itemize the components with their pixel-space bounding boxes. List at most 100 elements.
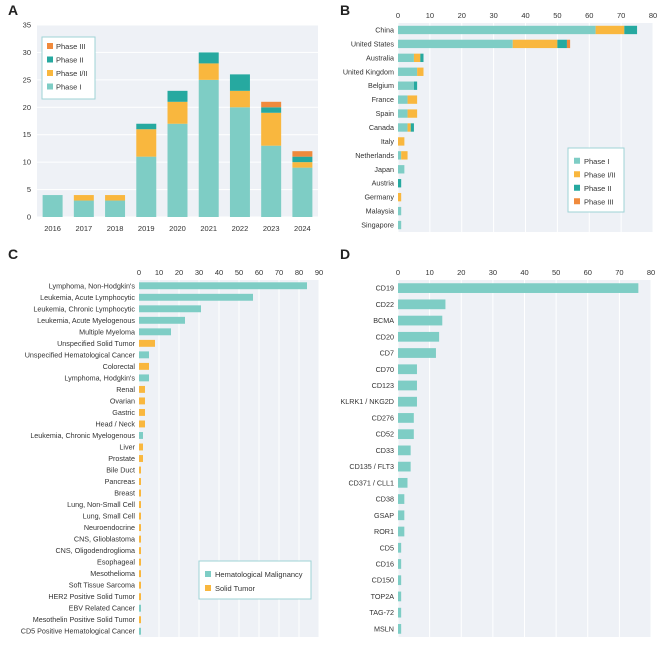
panel-a-bar-2019-phase-i-ii xyxy=(136,129,157,157)
panel-d-category-label: CD16 xyxy=(376,559,394,568)
panel-c-letter: C xyxy=(8,246,18,262)
panel-a-bar-2024-phase-ii xyxy=(292,156,313,163)
panel-c-bar-renal xyxy=(139,385,145,393)
panel-c-category-label: Colorectal xyxy=(103,362,136,371)
panel-c-bar-cd5-positive-hematological-cancer xyxy=(139,627,141,635)
panel-c-category-label: Mesothelioma xyxy=(90,569,135,578)
panel-b-bar-germany-phase-i-ii xyxy=(398,192,402,202)
panel-a-bar-2020-phase-ii xyxy=(167,90,188,102)
panel-c-category-label: Head / Neck xyxy=(95,419,135,428)
panel-b-bar-australia-phase-ii xyxy=(420,53,424,63)
panel-b-bar-france-phase-i-ii xyxy=(407,95,418,104)
panel-c-legend-label: Solid Tumor xyxy=(215,584,256,593)
panel-a-bar-2023-phase-iii xyxy=(261,101,282,108)
panel-b-bar-belgium-phase-i xyxy=(398,81,414,90)
panel-a-legend-swatch-phase-i xyxy=(47,83,53,90)
panel-c-legend xyxy=(198,560,312,600)
panel-c-category-label: Liver xyxy=(119,442,135,451)
panel-c-bar-lymphoma-non-hodgkin-s xyxy=(139,282,307,290)
panel-b-category-label: Malaysia xyxy=(366,207,394,216)
panel-c-bar-unspecified-solid-tumor xyxy=(139,339,155,347)
panel-a-x-tick: 2024 xyxy=(294,224,311,233)
panel-b-x-tick: 10 xyxy=(426,11,434,20)
panel-a-bar-2018-phase-i xyxy=(105,200,126,217)
panel-d-x-tick: 80 xyxy=(647,268,655,277)
panel-c-category-label: Esophageal xyxy=(97,558,135,567)
panel-c-category-label: Leukemia, Acute Myelogenous xyxy=(37,316,135,325)
panel-d-bar-ror1 xyxy=(398,526,405,537)
panel-a-x-tick: 2019 xyxy=(138,224,155,233)
panel-a-bar-2024-phase-iii xyxy=(292,151,313,157)
panel-a-y-tick: 25 xyxy=(23,75,31,84)
panel-a-y-tick: 5 xyxy=(27,185,31,194)
panel-b-x-tick: 50 xyxy=(553,11,561,20)
panel-d-category-label: KLRK1 / NKG2D xyxy=(340,397,394,406)
panel-d-bar-cd33 xyxy=(398,445,411,456)
panel-d-x-tick: 20 xyxy=(457,268,465,277)
panel-c-category-label: Lung, Small Cell xyxy=(83,512,136,521)
panel-b-bar-australia-phase-i-ii xyxy=(413,53,421,63)
panel-b-bar-united-states-phase-ii xyxy=(557,39,567,49)
panel-b-category-label: France xyxy=(372,95,394,104)
panel-b-legend-swatch-phase-i-ii xyxy=(574,171,580,178)
panel-a-legend-label: Phase II xyxy=(56,56,84,65)
panel-a-legend-label: Phase I/II xyxy=(56,69,88,78)
panel-a-bar-2017-phase-i xyxy=(73,200,94,217)
panel-c-x-tick: 40 xyxy=(215,268,223,277)
panel-b-category-label: United States xyxy=(351,39,395,48)
panel-c-category-label: CNS, Glioblastoma xyxy=(74,535,135,544)
panel-d-x-tick: 70 xyxy=(615,268,623,277)
panel-b-bar-canada-phase-ii xyxy=(410,123,414,132)
panel-c-bar-ovarian xyxy=(139,397,145,405)
panel-a-y-tick: 15 xyxy=(23,130,31,139)
panel-a-bar-2022-phase-i xyxy=(229,107,250,217)
panel-d-category-label: CD52 xyxy=(376,430,394,439)
panel-c-x-tick: 50 xyxy=(235,268,243,277)
panel-d-category-label: CD123 xyxy=(372,381,394,390)
panel-d-bar-cd19 xyxy=(398,283,639,293)
panel-c-bar-leukemia-chronic-lymphocytic xyxy=(139,305,201,313)
panel-c-category-label: Leukemia, Acute Lymphocytic xyxy=(40,293,135,302)
panel-b-category-label: Netherlands xyxy=(355,151,394,160)
panel-c-bar-colorectal xyxy=(139,362,149,370)
panel-c-bar-soft-tissue-sarcoma xyxy=(139,581,141,589)
panel-b-category-label: Japan xyxy=(374,165,394,174)
panel-a-x-tick: 2016 xyxy=(44,224,61,233)
panel-c-category-label: Prostate xyxy=(108,454,135,463)
panel-d-bar-cd22 xyxy=(398,299,446,310)
panel-d-x-tick: 0 xyxy=(396,268,400,277)
panel-d-category-label: MSLN xyxy=(374,624,394,633)
panel-d-bar-cd371-cll1 xyxy=(398,477,408,488)
panel-b-x-tick: 60 xyxy=(585,11,593,20)
panel-c-category-label: Leukemia, Chronic Lymphocytic xyxy=(33,304,135,313)
panel-c-category-label: Gastric xyxy=(112,408,135,417)
panel-a-legend-swatch-phase-ii xyxy=(47,56,53,63)
panel-a-bar-2019-phase-i xyxy=(136,156,157,217)
panel-a-bar-2020-phase-i xyxy=(167,123,188,217)
panel-a-letter: A xyxy=(8,2,18,18)
panel-b-legend-label: Phase II xyxy=(584,184,612,193)
panel-a-bar-2017-phase-i-ii xyxy=(73,195,94,201)
panel-c-bar-head-neck xyxy=(139,420,145,428)
panel-c-x-tick: 80 xyxy=(295,268,303,277)
panel-d-bar-bcma xyxy=(398,315,443,326)
panel-b-category-label: China xyxy=(375,25,394,34)
panel-b-legend-label: Phase I xyxy=(584,157,609,166)
panel-d-bar-cd135-flt3 xyxy=(398,461,411,472)
panel-d-category-label: CD276 xyxy=(372,413,394,422)
panel-d-category-label: CD150 xyxy=(372,576,394,585)
panel-d-bar-msln xyxy=(398,624,402,634)
panel-d-bar-top2a xyxy=(398,591,402,602)
panel-b-bar-japan-phase-i xyxy=(398,165,405,174)
panel-b-bar-united-kingdom-phase-i-ii xyxy=(417,67,424,76)
panel-d-category-label: ROR1 xyxy=(374,527,394,536)
panel-b-bar-china-phase-ii xyxy=(624,25,638,35)
panel-a-y-tick: 30 xyxy=(23,48,31,57)
panel-c-category-label: Unspecified Hematological Cancer xyxy=(25,350,136,359)
panel-a-bar-2023-phase-i-ii xyxy=(261,112,282,146)
panel-c-bar-lymphoma-hodgkin-s xyxy=(139,374,149,382)
panel-d-x-tick: 10 xyxy=(425,268,433,277)
panel-a-legend-label: Phase I xyxy=(56,83,81,92)
panel-c-bar-liver xyxy=(139,443,143,451)
